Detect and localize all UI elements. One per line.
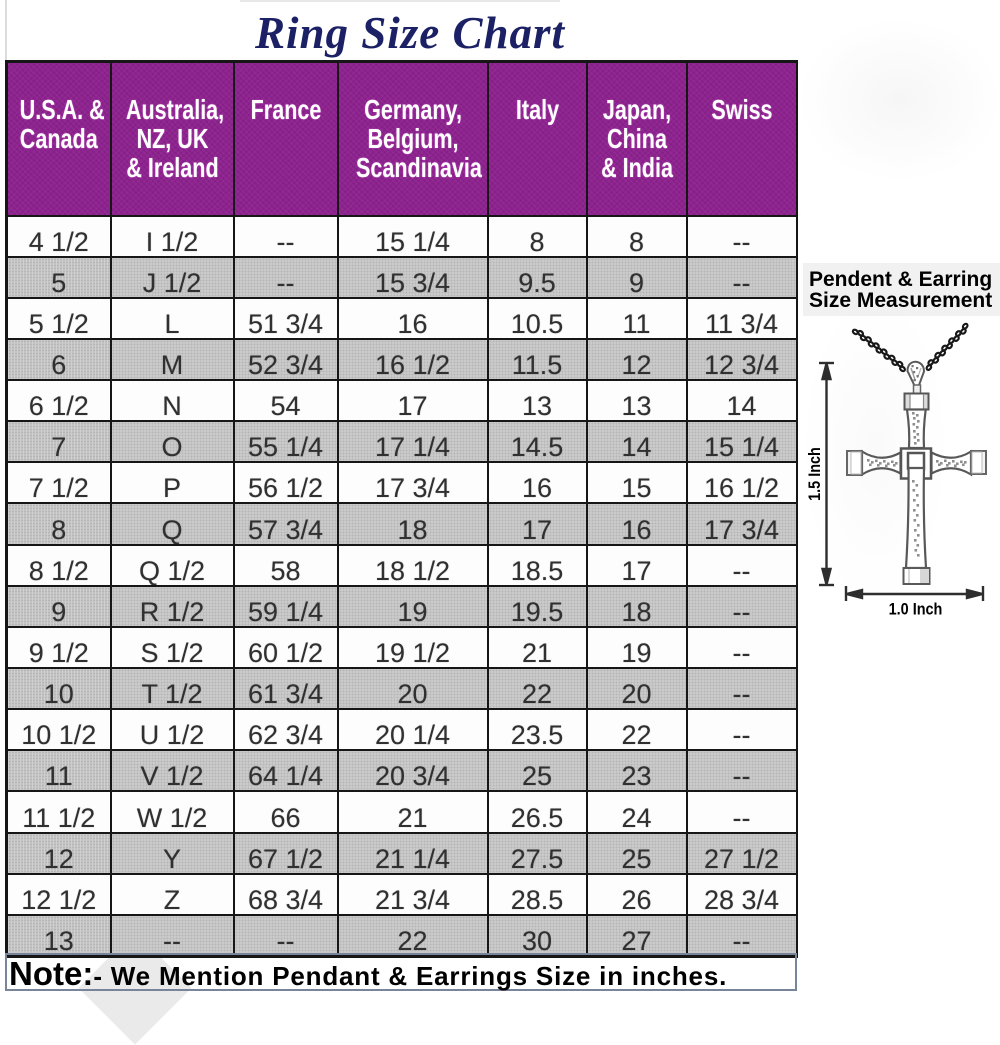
svg-text:1.0 Inch: 1.0 Inch xyxy=(889,600,943,618)
svg-text:1.5 Inch: 1.5 Inch xyxy=(806,447,824,501)
